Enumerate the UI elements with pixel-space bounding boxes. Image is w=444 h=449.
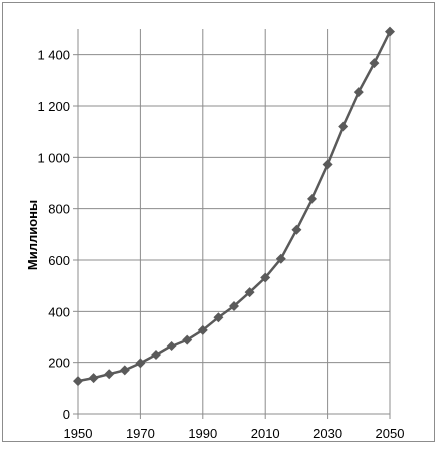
data-point-marker (260, 272, 271, 283)
y-tick-label: 0 (63, 407, 70, 422)
x-tick-label: 1970 (126, 426, 155, 441)
x-tick-label: 2010 (251, 426, 280, 441)
data-point-marker (244, 287, 255, 298)
data-point-marker (73, 376, 83, 387)
y-tick-label: 800 (48, 202, 70, 217)
y-tick-label: 600 (48, 253, 70, 268)
series (73, 26, 395, 387)
x-tick-label: 1950 (64, 426, 93, 441)
axes (73, 29, 391, 419)
data-point-marker (307, 193, 317, 204)
data-point-marker (135, 358, 146, 369)
y-axis-title: Миллионы (25, 200, 40, 270)
x-tick-label: 2030 (313, 426, 342, 441)
data-point-marker (104, 369, 115, 380)
data-point-marker (197, 324, 208, 335)
chart-frame (2, 2, 435, 442)
data-point-marker (151, 349, 161, 360)
data-point-marker (166, 340, 177, 351)
y-tick-label: 1 200 (37, 99, 70, 114)
data-point-marker (385, 26, 395, 37)
tick-labels: 0 200 400 600 800 1 000 1 200 1 400 1950 1970 1990… (37, 48, 404, 441)
data-point-marker (338, 121, 349, 132)
data-point-marker (88, 373, 99, 384)
x-tick-label: 1990 (188, 426, 217, 441)
y-tick-label: 200 (48, 356, 70, 371)
data-point-marker (213, 312, 224, 323)
series-line (77, 31, 392, 383)
data-point-marker (353, 87, 364, 98)
y-tick-label: 1 000 (37, 150, 70, 165)
gridlines (78, 29, 391, 414)
data-point-marker (119, 365, 130, 376)
x-tick-label: 2050 (376, 426, 405, 441)
data-point-marker (322, 159, 333, 170)
data-point-marker (369, 58, 380, 69)
data-point-marker (182, 334, 193, 345)
data-point-marker (275, 253, 286, 264)
data-point-marker (229, 300, 239, 311)
y-tick-label: 1 400 (37, 48, 70, 63)
y-tick-label: 400 (48, 304, 70, 319)
data-point-marker (291, 224, 302, 235)
